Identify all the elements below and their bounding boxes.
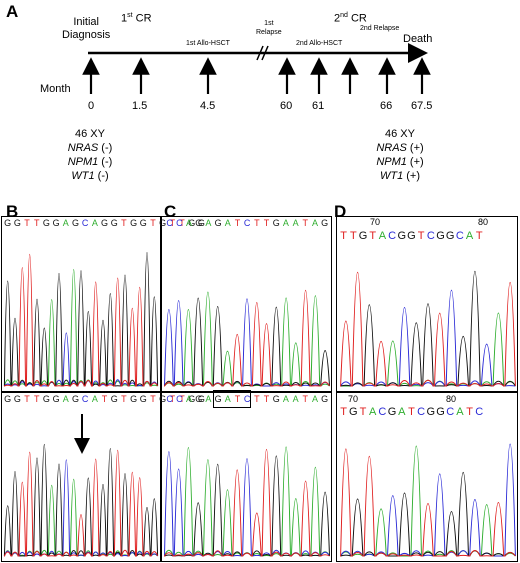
first-relapse-label: 1st Relapse	[256, 20, 282, 36]
mutation-highlight-box	[213, 390, 251, 408]
allo-hsct-1-label: 1st Allo-HSCT	[186, 40, 230, 47]
second-cr-label: 2nd CR	[334, 12, 367, 25]
status-at-relapse: 46 XY NRAS (+) NPM1 (+) WT1 (+)	[376, 128, 424, 182]
trace-T	[4, 254, 159, 387]
ruler-d-bottom-70: 70	[348, 394, 359, 404]
month-tick-4: 61	[312, 100, 325, 112]
month-tick-6: 67.5	[411, 100, 433, 112]
chromatogram-d-bottom	[336, 392, 518, 562]
month-tick-1: 1.5	[132, 100, 148, 112]
trace-T	[340, 448, 516, 557]
second-relapse-label: 2nd Relapse	[360, 25, 400, 32]
month-tick-5: 66	[380, 100, 393, 112]
timeline-break-1	[256, 45, 264, 61]
initial-diagnosis-label: Initial Diagnosis	[62, 16, 111, 41]
month-tick-2: 4.5	[200, 100, 216, 112]
trace-T	[3, 450, 159, 557]
chromatogram-c-top	[161, 216, 332, 392]
trace-T	[164, 449, 330, 557]
ruler-d-top-80: 80	[478, 217, 489, 227]
timeline-break-2	[261, 45, 269, 61]
month-axis-label: Month	[40, 83, 71, 95]
sequence-d-bottom: T G T A CGA T CGGC A T C	[340, 406, 484, 418]
allo-hsct-2-label: 2nd Allo-HSCT	[296, 40, 343, 47]
trace-G	[3, 252, 159, 387]
trace-T	[340, 271, 516, 387]
month-tick-3: 60	[280, 100, 293, 112]
ruler-d-bottom-80: 80	[446, 394, 457, 404]
ruler-d-top-70: 70	[370, 217, 381, 227]
chromatogram-d-top	[336, 216, 518, 392]
chromatogram-c-bottom	[161, 392, 332, 562]
first-cr-label: 1st CR	[121, 12, 152, 25]
month-tick-0: 0	[88, 100, 95, 112]
sequence-d-top: T T G T A CGG T CGGC A T	[340, 230, 484, 242]
death-label: Death	[403, 33, 433, 45]
status-at-diagnosis: 46 XY NRAS (-) NPM1 (-) WT1 (-)	[67, 128, 113, 182]
panel-label-a: A	[6, 2, 19, 21]
trace-T	[164, 290, 330, 387]
trace-C	[340, 289, 516, 387]
